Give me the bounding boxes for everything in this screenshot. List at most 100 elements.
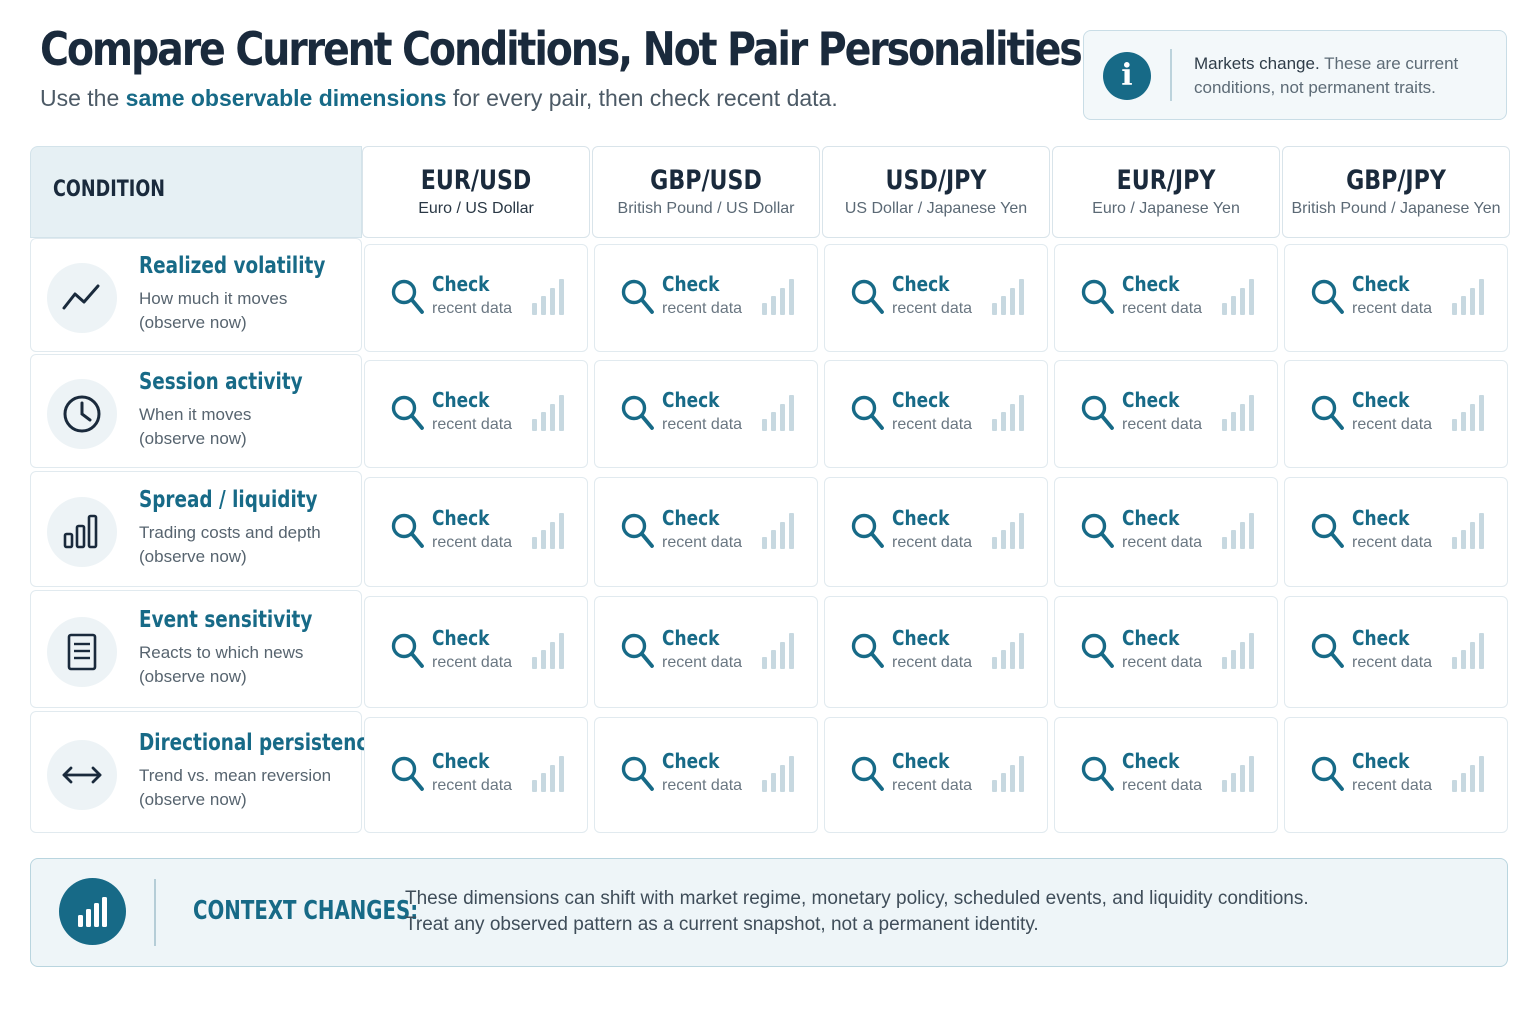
context-divider xyxy=(154,879,156,946)
check-label: Check xyxy=(432,388,490,412)
check-cell-2-0[interactable]: Check recent data xyxy=(364,477,588,587)
check-cell-1-1[interactable]: Check recent data xyxy=(594,360,818,468)
check-label: Check xyxy=(662,272,720,296)
check-sub-label: recent data xyxy=(662,654,743,671)
check-sub-label: recent data xyxy=(1352,416,1433,433)
check-label: Check xyxy=(1352,506,1410,530)
check-sub-label: recent data xyxy=(432,777,513,794)
check-cell-1-0[interactable]: Check recent data xyxy=(364,360,588,468)
pair-name: Euro / US Dollar xyxy=(418,200,534,217)
subtitle-highlight: same observable dimensions xyxy=(125,85,447,111)
pair-code: GBP/JPY xyxy=(1346,165,1446,196)
signal-bars-icon xyxy=(991,754,1027,797)
check-cell-4-3[interactable]: Check recent data xyxy=(1054,717,1278,833)
signal-bars-icon xyxy=(761,393,797,436)
pair-code: USD/JPY xyxy=(885,165,987,196)
check-cell-1-2[interactable]: Check recent data xyxy=(824,360,1048,468)
condition-observe-note: (observe now) xyxy=(139,313,247,332)
pair-name: Euro / Japanese Yen xyxy=(1092,200,1240,217)
signal-bars-icon xyxy=(531,631,567,674)
check-cell-4-1[interactable]: Check recent data xyxy=(594,717,818,833)
search-icon xyxy=(621,513,655,554)
condition-description: When it moves (observe now) xyxy=(139,403,251,451)
check-label: Check xyxy=(662,749,720,773)
condition-description: Trend vs. mean reversion (observe now) xyxy=(139,764,331,812)
condition-description: Trading costs and depth (observe now) xyxy=(139,521,321,569)
context-line-1: These dimensions can shift with market r… xyxy=(405,888,1309,909)
check-cell-4-4[interactable]: Check recent data xyxy=(1284,717,1508,833)
check-cell-1-3[interactable]: Check recent data xyxy=(1054,360,1278,468)
check-cell-3-1[interactable]: Check recent data xyxy=(594,596,818,708)
check-sub-label: recent data xyxy=(432,534,513,551)
check-cell-1-4[interactable]: Check recent data xyxy=(1284,360,1508,468)
condition-description-line: Reacts to which news xyxy=(139,643,304,662)
check-sub-label: recent data xyxy=(1122,300,1203,317)
check-label: Check xyxy=(432,506,490,530)
search-icon xyxy=(1311,513,1345,554)
pair-header-gbp-jpy: GBP/JPY British Pound / Japanese Yen xyxy=(1282,146,1510,238)
condition-observe-note: (observe now) xyxy=(139,790,247,809)
check-sub-label: recent data xyxy=(432,300,513,317)
pair-header-eur-usd: EUR/USD Euro / US Dollar xyxy=(362,146,590,238)
check-sub-label: recent data xyxy=(1122,416,1203,433)
condition-title: Session activity xyxy=(139,369,303,395)
check-cell-0-0[interactable]: Check recent data xyxy=(364,244,588,352)
search-icon xyxy=(1081,395,1115,436)
check-sub-label: recent data xyxy=(892,777,973,794)
condition-title: Realized volatility xyxy=(139,253,326,279)
check-cell-2-4[interactable]: Check recent data xyxy=(1284,477,1508,587)
check-cell-4-2[interactable]: Check recent data xyxy=(824,717,1048,833)
condition-description-line: Trend vs. mean reversion xyxy=(139,766,332,785)
check-label: Check xyxy=(892,626,950,650)
check-cell-3-0[interactable]: Check recent data xyxy=(364,596,588,708)
signal-bars-icon xyxy=(1221,393,1257,436)
check-cell-3-3[interactable]: Check recent data xyxy=(1054,596,1278,708)
check-sub-label: recent data xyxy=(892,534,973,551)
search-icon xyxy=(1311,395,1345,436)
document-icon xyxy=(47,617,117,687)
check-cell-2-3[interactable]: Check recent data xyxy=(1054,477,1278,587)
check-label: Check xyxy=(892,749,950,773)
check-cell-4-0[interactable]: Check recent data xyxy=(364,717,588,833)
condition-title: Spread / liquidity xyxy=(139,487,318,513)
check-cell-2-1[interactable]: Check recent data xyxy=(594,477,818,587)
search-icon xyxy=(391,395,425,436)
condition-observe-note: (observe now) xyxy=(139,429,247,448)
check-cell-2-2[interactable]: Check recent data xyxy=(824,477,1048,587)
context-changes-banner: CONTEXT CHANGES: These dimensions can sh… xyxy=(30,858,1508,967)
pair-code: EUR/USD xyxy=(420,165,532,196)
check-label: Check xyxy=(892,506,950,530)
check-sub-label: recent data xyxy=(662,416,743,433)
check-cell-0-1[interactable]: Check recent data xyxy=(594,244,818,352)
bar-chart-icon xyxy=(47,497,117,567)
info-text-rest: These are current conditions, not perman… xyxy=(1194,54,1459,97)
check-sub-label: recent data xyxy=(662,777,743,794)
check-cell-0-4[interactable]: Check recent data xyxy=(1284,244,1508,352)
search-icon xyxy=(621,395,655,436)
signal-bars-icon xyxy=(991,511,1027,554)
signal-bars-icon xyxy=(531,511,567,554)
search-icon xyxy=(391,633,425,674)
condition-row-0: Realized volatility How much it moves (obs… xyxy=(30,238,362,352)
pair-name: British Pound / US Dollar xyxy=(617,200,795,217)
pair-code: EUR/JPY xyxy=(1116,165,1216,196)
trend-line-icon xyxy=(47,263,117,333)
check-cell-3-2[interactable]: Check recent data xyxy=(824,596,1048,708)
check-sub-label: recent data xyxy=(892,654,973,671)
info-divider xyxy=(1170,49,1172,101)
check-label: Check xyxy=(432,626,490,650)
check-label: Check xyxy=(1352,388,1410,412)
signal-bars-icon xyxy=(991,631,1027,674)
signal-bars-icon xyxy=(1221,631,1257,674)
check-label: Check xyxy=(1352,272,1410,296)
signal-bars-icon xyxy=(1221,754,1257,797)
check-cell-0-3[interactable]: Check recent data xyxy=(1054,244,1278,352)
check-cell-3-4[interactable]: Check recent data xyxy=(1284,596,1508,708)
check-sub-label: recent data xyxy=(1352,777,1433,794)
search-icon xyxy=(621,633,655,674)
condition-description: Reacts to which news (observe now) xyxy=(139,641,303,689)
check-sub-label: recent data xyxy=(892,416,973,433)
search-icon xyxy=(1311,756,1345,797)
check-label: Check xyxy=(1122,626,1180,650)
check-cell-0-2[interactable]: Check recent data xyxy=(824,244,1048,352)
